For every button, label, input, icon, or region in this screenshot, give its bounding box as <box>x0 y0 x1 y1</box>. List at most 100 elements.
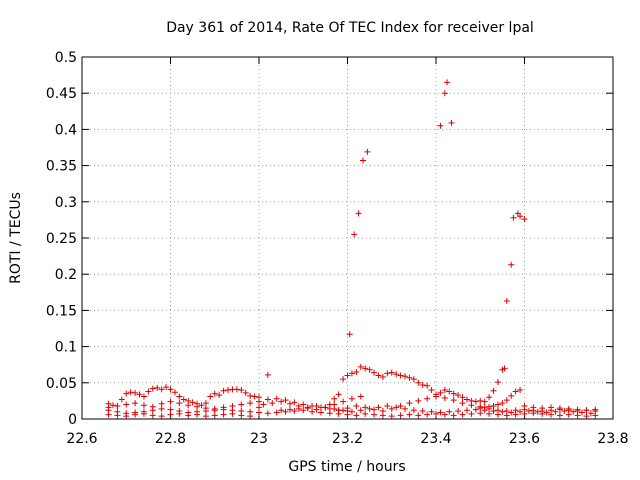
data-point <box>282 408 289 415</box>
data-point <box>220 404 227 411</box>
data-point <box>499 400 506 407</box>
data-point <box>158 386 165 393</box>
data-point <box>548 411 555 418</box>
data-point <box>503 412 510 419</box>
data-point <box>428 387 435 394</box>
data-point <box>167 406 174 413</box>
data-point <box>123 413 130 420</box>
data-point <box>140 410 147 417</box>
data-point <box>481 404 488 411</box>
data-point <box>521 402 528 409</box>
y-tick-label: 0.4 <box>55 122 77 138</box>
y-tick-label: 0.3 <box>55 195 77 211</box>
data-point <box>123 401 130 408</box>
data-point <box>149 385 156 392</box>
data-point <box>388 413 395 420</box>
x-tick-label: 23.8 <box>597 431 628 447</box>
data-point <box>225 387 232 394</box>
data-point <box>114 402 121 409</box>
data-point <box>428 408 435 415</box>
data-point <box>351 231 358 238</box>
y-tick-label: 0.45 <box>46 86 77 102</box>
data-point <box>353 368 360 375</box>
data-point <box>459 394 466 401</box>
data-point <box>503 297 510 304</box>
data-point <box>344 411 351 418</box>
data-point <box>375 404 382 411</box>
data-point <box>109 402 116 409</box>
data-point <box>256 409 262 416</box>
data-point <box>220 387 227 394</box>
data-point <box>517 408 524 415</box>
data-point <box>357 393 364 400</box>
data-point <box>481 398 488 405</box>
data-point <box>171 389 178 396</box>
data-point <box>357 407 364 414</box>
data-point <box>521 410 528 417</box>
data-point <box>444 79 451 86</box>
data-point <box>220 411 227 418</box>
data-point <box>340 376 347 383</box>
data-point <box>344 372 351 379</box>
data-point <box>247 413 254 420</box>
data-point <box>340 398 347 405</box>
data-point <box>397 412 404 419</box>
data-point <box>455 392 462 399</box>
axis-ticks: 22.6 22.8 23 23.2 23.4 23.6 23.8 0 0.05 0.1 0.15 0.… <box>46 50 629 447</box>
data-point <box>211 405 218 412</box>
data-point <box>273 395 280 402</box>
data-point <box>512 388 519 395</box>
data-point <box>402 405 409 412</box>
data-point <box>410 376 417 383</box>
data-point <box>379 374 386 381</box>
data-point <box>508 409 515 416</box>
data-point <box>158 413 165 420</box>
data-point <box>322 404 329 411</box>
data-point <box>364 148 371 155</box>
data-point <box>366 366 373 373</box>
data-point <box>508 261 515 268</box>
data-point <box>353 412 360 419</box>
data-point <box>185 412 192 419</box>
data-point <box>331 405 338 412</box>
data-point <box>167 386 174 393</box>
data-point <box>486 410 493 417</box>
data-point <box>348 370 355 377</box>
chart-title: Day 361 of 2014, Rate Of TEC Index for r… <box>166 20 534 36</box>
data-point <box>441 90 448 97</box>
grid-lines <box>82 57 613 419</box>
data-point <box>291 399 298 406</box>
data-point <box>415 379 422 386</box>
y-tick-label: 0.05 <box>46 376 77 392</box>
data-point <box>278 398 285 405</box>
data-point <box>441 395 448 402</box>
data-point <box>123 390 130 397</box>
data-point <box>490 408 497 415</box>
data-point <box>556 412 563 419</box>
data-point <box>149 412 156 419</box>
data-point <box>216 392 223 399</box>
data-point <box>525 408 532 415</box>
data-point <box>388 369 395 376</box>
data-point <box>194 411 201 418</box>
data-point <box>574 412 581 419</box>
data-point <box>583 407 590 414</box>
data-point <box>185 402 192 409</box>
data-point <box>419 408 426 415</box>
data-point <box>446 408 453 415</box>
data-point <box>251 393 258 400</box>
data-point <box>286 406 293 413</box>
data-point <box>534 408 541 415</box>
data-point <box>202 413 209 420</box>
data-point <box>393 404 400 411</box>
data-point <box>570 408 577 415</box>
data-point <box>565 411 572 418</box>
x-tick-label: 22.8 <box>155 431 186 447</box>
data-point <box>309 408 316 415</box>
data-point <box>353 402 360 409</box>
data-point <box>384 402 391 409</box>
x-tick-label: 23 <box>250 431 268 447</box>
data-point <box>397 372 404 379</box>
data-point <box>348 408 355 415</box>
data-point <box>127 389 134 396</box>
